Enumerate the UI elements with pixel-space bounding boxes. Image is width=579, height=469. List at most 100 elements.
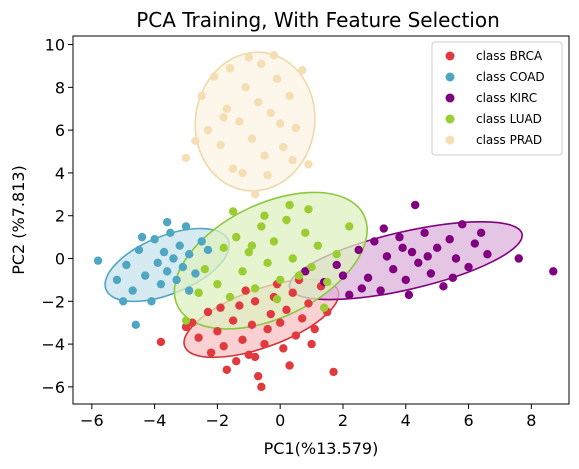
data-point (410, 200, 420, 210)
data-point (184, 286, 194, 295)
data-point (291, 331, 301, 340)
legend-entry: class PRAD (476, 133, 542, 147)
data-point (213, 327, 222, 336)
data-point (238, 168, 247, 178)
data-point (257, 382, 266, 392)
data-point (304, 205, 313, 214)
data-point (332, 260, 341, 270)
data-point (166, 228, 175, 238)
confidence-ellipse-4 (194, 51, 316, 192)
data-point (301, 228, 310, 238)
data-point (407, 247, 417, 257)
data-point (232, 232, 241, 242)
x-tick-label: −4 (143, 411, 167, 430)
data-point (354, 245, 363, 255)
data-point (216, 140, 225, 150)
data-point (288, 254, 297, 263)
data-point (216, 303, 225, 312)
data-point (172, 275, 181, 285)
data-point (279, 344, 288, 353)
data-point (238, 335, 247, 345)
data-point (313, 241, 323, 250)
data-point (260, 151, 269, 161)
data-point (119, 297, 128, 306)
data-point (304, 299, 313, 308)
x-tick-label: 6 (463, 411, 473, 430)
data-point (247, 241, 257, 250)
y-axis: −6 −4 −2 0 2 4 6 8 10 (41, 36, 73, 397)
data-point (514, 254, 523, 263)
data-point (232, 357, 241, 366)
data-point (275, 318, 285, 327)
x-tick-label: 0 (275, 411, 285, 430)
data-point (260, 339, 269, 349)
data-point (254, 98, 263, 107)
data-point (169, 254, 178, 263)
data-point (181, 222, 191, 231)
y-axis-label: PC2 (%7.813) (9, 165, 28, 275)
data-point (244, 247, 253, 257)
data-point (307, 339, 316, 349)
data-point (238, 267, 247, 276)
data-point (257, 222, 266, 231)
y-tick-label: 10 (45, 36, 65, 55)
data-point (470, 239, 480, 248)
y-tick-label: 2 (55, 207, 65, 226)
data-point (222, 104, 232, 113)
data-point (458, 220, 467, 229)
data-point (184, 250, 194, 259)
y-tick-label: 6 (55, 121, 65, 140)
data-point (269, 237, 279, 246)
x-axis: −6 −4 −2 0 2 4 6 8 (80, 404, 536, 430)
data-point (451, 254, 461, 263)
data-point (282, 215, 291, 225)
data-point (445, 235, 454, 244)
data-point (250, 352, 260, 362)
data-point (247, 320, 257, 330)
data-point (549, 267, 558, 276)
data-point (191, 136, 200, 146)
data-point (285, 361, 294, 370)
data-point (272, 294, 282, 304)
x-tick-label: −6 (80, 411, 104, 430)
data-point (250, 190, 260, 199)
data-point (345, 290, 354, 300)
data-point (476, 228, 486, 238)
data-point (257, 59, 266, 69)
data-point (357, 284, 367, 293)
data-point (420, 228, 429, 238)
data-point (401, 275, 410, 285)
x-tick-label: 8 (526, 411, 536, 430)
data-point (175, 241, 184, 250)
y-tick-label: 4 (55, 164, 65, 183)
data-point (382, 252, 392, 261)
data-point (266, 309, 275, 319)
data-point (197, 237, 206, 246)
legend-marker (445, 135, 455, 145)
data-point (122, 260, 131, 270)
x-tick-label: −2 (206, 411, 230, 430)
data-point (147, 297, 156, 306)
data-point (241, 83, 250, 92)
data-point (426, 269, 436, 278)
x-axis-label: PC1(%13.579) (264, 439, 379, 458)
data-point (285, 91, 294, 101)
data-point (297, 314, 307, 323)
data-point (254, 371, 263, 381)
data-point (285, 200, 294, 210)
y-tick-label: −4 (41, 335, 65, 354)
data-point (137, 232, 147, 242)
data-point (432, 243, 442, 253)
data-point (275, 275, 285, 285)
data-point (203, 125, 213, 135)
data-point (379, 224, 388, 233)
data-point (159, 247, 169, 257)
data-point (200, 265, 210, 274)
data-point (269, 51, 279, 60)
data-point (288, 288, 297, 297)
data-point (181, 153, 191, 163)
data-point (181, 316, 191, 325)
data-point (241, 286, 250, 295)
data-point (250, 284, 260, 293)
